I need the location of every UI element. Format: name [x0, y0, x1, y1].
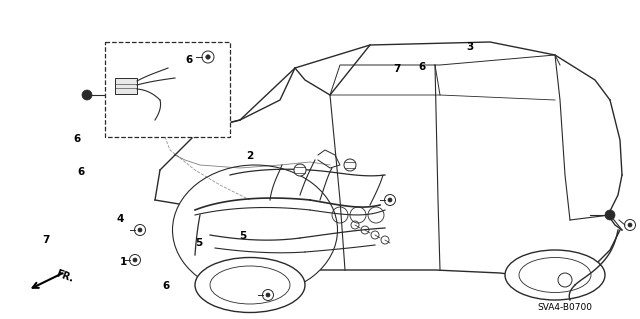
Circle shape — [266, 293, 270, 297]
Ellipse shape — [519, 257, 591, 293]
Text: 6: 6 — [163, 280, 170, 291]
Circle shape — [129, 255, 141, 265]
Text: SVA4-B0700: SVA4-B0700 — [538, 303, 593, 313]
Text: 6: 6 — [419, 62, 426, 72]
Text: 5: 5 — [195, 238, 202, 248]
Circle shape — [294, 164, 306, 176]
Text: FR.: FR. — [54, 268, 74, 284]
Circle shape — [558, 273, 572, 287]
Circle shape — [138, 228, 142, 232]
Text: 6: 6 — [77, 167, 84, 177]
Ellipse shape — [173, 165, 337, 295]
Text: 1: 1 — [120, 256, 127, 267]
Circle shape — [628, 223, 632, 227]
Circle shape — [133, 258, 137, 262]
Text: 4: 4 — [116, 214, 124, 225]
Text: 7: 7 — [393, 63, 401, 74]
Text: 2: 2 — [246, 151, 253, 161]
Ellipse shape — [505, 250, 605, 300]
Circle shape — [605, 210, 615, 220]
Circle shape — [202, 51, 214, 63]
Bar — [115, 78, 137, 94]
FancyBboxPatch shape — [105, 42, 230, 137]
Circle shape — [262, 290, 273, 300]
Circle shape — [385, 195, 396, 205]
Ellipse shape — [195, 257, 305, 313]
Circle shape — [344, 159, 356, 171]
Circle shape — [134, 225, 145, 235]
Text: 6: 6 — [185, 55, 193, 65]
Circle shape — [388, 198, 392, 202]
Text: 3: 3 — [467, 42, 474, 52]
Ellipse shape — [210, 266, 290, 304]
Text: 5: 5 — [239, 231, 247, 241]
Circle shape — [82, 90, 92, 100]
Circle shape — [625, 219, 636, 231]
Text: 6: 6 — [73, 134, 81, 144]
Text: 7: 7 — [42, 235, 50, 245]
Circle shape — [206, 55, 210, 59]
